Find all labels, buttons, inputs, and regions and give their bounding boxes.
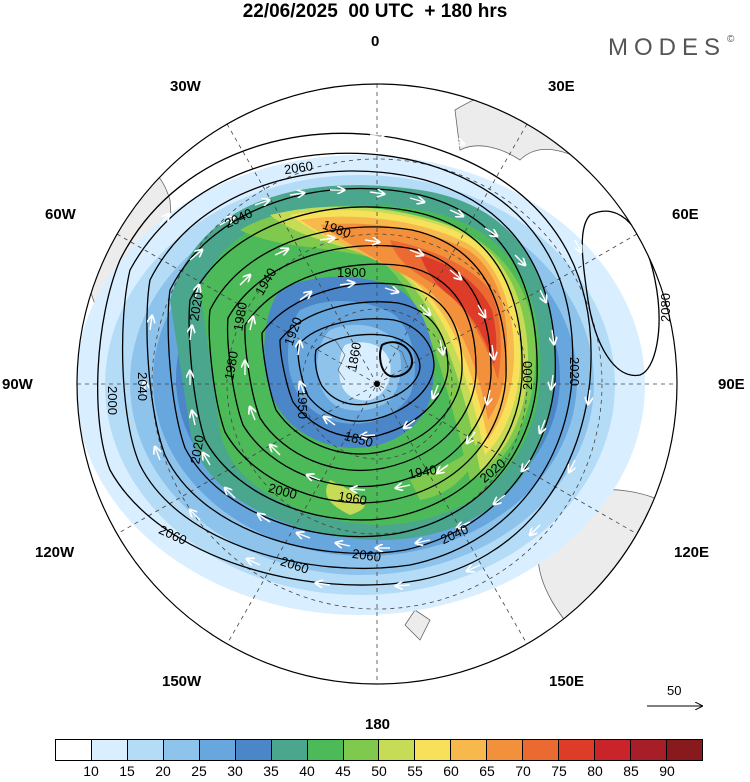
south-pole-marker [374, 381, 380, 387]
colorbar-tick-label: 45 [335, 763, 351, 779]
lon-label-150e: 150E [549, 673, 585, 690]
lon-label-120e: 120E [674, 544, 710, 561]
lon-label-150w: 150W [162, 673, 202, 690]
copyright-mark: © [727, 34, 735, 45]
colorbar-swatch [630, 739, 667, 761]
land-outlines-over [319, 334, 409, 381]
wind-reference-label: 50 [667, 683, 682, 698]
contour-label: 1940 [407, 462, 438, 482]
colorbar-tick-label: 90 [659, 763, 675, 779]
lon-label-0: 0 [371, 33, 380, 50]
land-africa [454, 84, 641, 176]
contour-label: 1980 [230, 301, 250, 332]
colorbar-labels: 10 15 20 25 30 35 40 45 50 55 60 65 70 75 80 85 90 [0, 763, 750, 781]
colorbar-tick-label: 75 [551, 763, 567, 779]
colorbar-swatch [90, 739, 128, 761]
colorbar-swatch [342, 739, 380, 761]
lon-label-60e: 60E [672, 206, 699, 223]
colorbar-tick-label: 25 [191, 763, 207, 779]
lon-label-30e: 30E [548, 78, 575, 95]
contour-label: 1950 [295, 390, 310, 419]
contour-label: 1980 [221, 350, 241, 381]
colorbar-swatch [665, 739, 703, 761]
lon-label-30w: 30W [170, 78, 201, 95]
contour-label: 2020 [186, 291, 206, 322]
colorbar-swatch [486, 739, 524, 761]
colorbar-tick-label: 70 [515, 763, 531, 779]
lon-label-90e: 90E [718, 376, 745, 393]
colorbar-swatch [234, 739, 272, 761]
contour-label: 2080 [658, 293, 673, 322]
contour-label: 2020 [567, 357, 582, 386]
colorbar-tick-label: 15 [119, 763, 135, 779]
colorbar-swatch [558, 739, 596, 761]
brand-logo: MODES [608, 34, 727, 61]
colorbar-tick-label: 30 [227, 763, 243, 779]
colorbar-tick-label: 65 [479, 763, 495, 779]
lon-label-120w: 120W [35, 544, 75, 561]
contour-label: 2060 [351, 546, 382, 565]
lon-label-90w: 90W [2, 376, 33, 393]
colorbar-tick-label: 40 [299, 763, 315, 779]
wind-vectors [145, 135, 590, 586]
contour-label: 2000 [267, 480, 299, 502]
colorbar-tick-label: 85 [623, 763, 639, 779]
colorbar-tick-label: 55 [407, 763, 423, 779]
contour-label-layer: 2060 2040 1980 1900 1940 1980 2020 1920 … [105, 158, 673, 576]
colorbar-swatch [522, 739, 560, 761]
contour-label: 1900 [337, 265, 366, 280]
contour-label: 1860 [344, 341, 364, 372]
colorbar-swatch [198, 739, 236, 761]
colorbar-swatch [126, 739, 164, 761]
colorbar-tick-label: 35 [263, 763, 279, 779]
map-boundary [76, 83, 678, 685]
lon-label-60w: 60W [45, 206, 76, 223]
colorbar-swatch [55, 739, 92, 761]
height-contours [97, 132, 660, 586]
colorbar [55, 739, 703, 761]
colorbar-swatch [270, 739, 308, 761]
colorbar-swatch [378, 739, 416, 761]
chart-title: 22/06/2025 00 UTC + 180 hrs [242, 1, 508, 22]
colorbar-tick-label: 50 [371, 763, 387, 779]
contour-label: 2000 [520, 361, 535, 390]
colorbar-tick-label: 80 [587, 763, 603, 779]
contour-label: 1850 [343, 428, 375, 450]
contour-label: 2020 [187, 434, 207, 465]
colorbar-tick-label: 20 [155, 763, 171, 779]
colorbar-tick-label: 60 [443, 763, 459, 779]
colorbar-tick-label: 10 [83, 763, 99, 779]
contour-label: 1960 [337, 488, 368, 508]
colorbar-swatch [306, 739, 344, 761]
contour-label: 2040 [135, 372, 150, 401]
colorbar-swatch [162, 739, 200, 761]
contour-label: 2060 [283, 158, 314, 177]
colorbar-swatch [450, 739, 488, 761]
colorbar-swatch [414, 739, 452, 761]
colorbar-swatch [594, 739, 631, 761]
land-greenland-north [574, 147, 631, 191]
contour-label: 2000 [105, 386, 120, 415]
lon-label-180: 180 [365, 716, 391, 733]
